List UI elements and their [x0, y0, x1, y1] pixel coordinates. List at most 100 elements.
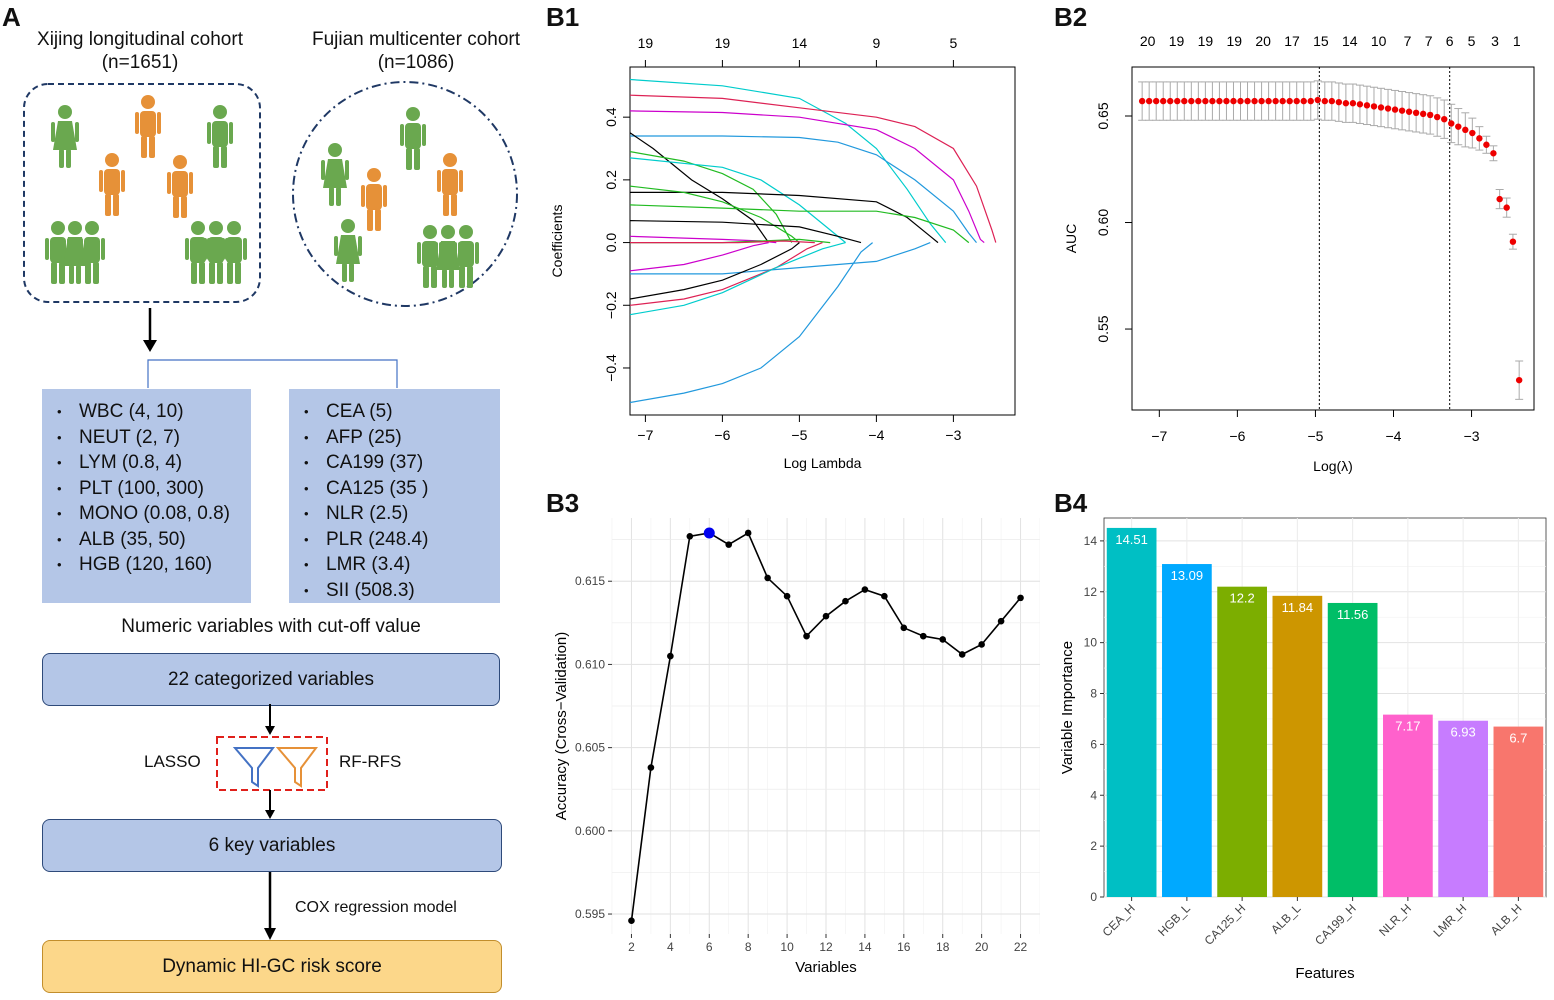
importance-bar — [1217, 586, 1267, 897]
coefficient-path — [629, 242, 769, 272]
auc-point — [1377, 104, 1385, 111]
plot-frame — [1131, 66, 1535, 411]
top-tick-label: 7 — [1425, 33, 1433, 49]
accuracy-point — [919, 632, 927, 640]
coefficient-path — [630, 135, 977, 243]
accuracy-point — [822, 612, 830, 620]
x-tick-label: 6 — [706, 940, 713, 954]
importance-bar — [1106, 527, 1157, 897]
importance-bar — [1272, 595, 1323, 897]
x-tick-label: −6 — [1229, 428, 1245, 444]
top-tick-label: 5 — [1468, 33, 1476, 49]
top-tick-label: 7 — [1404, 33, 1412, 49]
top-tick-label: 19 — [638, 35, 654, 51]
auc-point — [1419, 110, 1427, 118]
coefficient-path — [629, 242, 846, 316]
auc-point — [1328, 97, 1336, 105]
y-tick-label: 0.605 — [575, 741, 605, 755]
auc-point — [1202, 97, 1209, 105]
y-tick-label: 10 — [1084, 636, 1098, 650]
auc-point — [1174, 97, 1181, 105]
coefficient-path — [629, 110, 985, 244]
filter-icon — [275, 747, 318, 788]
x-tick-label: 18 — [936, 940, 950, 954]
y-tick-label: 2 — [1090, 839, 1097, 853]
x-tick-label: −7 — [1151, 428, 1167, 444]
cohort-illustration — [23, 81, 518, 388]
panel-b4-label: B4 — [1054, 488, 1088, 518]
top-tick-label: 14 — [792, 35, 808, 51]
top-tick-label: 1 — [1513, 33, 1521, 49]
x-tick-label: CA125_H — [1202, 901, 1249, 948]
left-var-item: NEUT (2, 7) — [42, 425, 251, 451]
x-tick-label: −6 — [714, 427, 730, 443]
bar-value-label: 13.09 — [1171, 568, 1204, 583]
x-tick-label: NLR_H — [1376, 901, 1414, 939]
top-tick-label: 3 — [1491, 33, 1499, 49]
y-axis-label: Accuracy (Cross−Validation) — [553, 632, 570, 821]
key-variables-box: 6 key variables — [42, 819, 502, 872]
accuracy-point — [939, 636, 947, 643]
y-tick-label: 0.0 — [603, 233, 619, 253]
auc-point — [1286, 97, 1293, 105]
auc-point — [1426, 111, 1434, 119]
left-var-item: HGB (120, 160) — [42, 552, 251, 578]
bar-value-label: 6.93 — [1450, 725, 1475, 740]
plot-frame — [629, 66, 1016, 416]
panel-b3-label: B3 — [546, 488, 580, 518]
accuracy-point — [958, 651, 966, 658]
auc-point — [1363, 102, 1371, 109]
auc-point — [1167, 97, 1174, 105]
best-point — [703, 527, 715, 539]
coefficient-path — [629, 242, 823, 306]
right-var-item: CA125 (35 ) — [289, 476, 500, 502]
accuracy-point — [842, 597, 849, 605]
x-tick-label: 20 — [975, 940, 989, 954]
auc-point — [1356, 101, 1364, 108]
top-tick-label: 9 — [873, 35, 881, 51]
y-axis-label: AUC — [1063, 224, 1079, 254]
coefficient-path — [629, 157, 846, 244]
panel-b2-label: B2 — [1054, 2, 1088, 32]
auc-point — [1152, 97, 1160, 105]
cutoff-caption: Numeric variables with cut-off value — [121, 616, 421, 637]
y-tick-label: 0.600 — [575, 824, 605, 838]
left-var-item: ALB (35, 50) — [42, 527, 251, 553]
auc-point — [1509, 238, 1517, 245]
filter-icon — [232, 747, 275, 788]
top-tick-label: 19 — [715, 35, 731, 51]
left-var-item: LYM (0.8, 4) — [42, 450, 251, 476]
bar-value-label: 12.2 — [1229, 591, 1254, 606]
auc-point — [1384, 105, 1392, 112]
importance-bar — [1493, 726, 1544, 897]
coefficient-path — [630, 191, 939, 244]
cohort2-name: Fujian multicenter cohort — [311, 29, 521, 50]
left-variable-box: WBC (4, 10) NEUT (2, 7) LYM (0.8, 4) PLT… — [42, 389, 251, 603]
x-tick-label: 4 — [667, 940, 674, 954]
accuracy-point — [861, 586, 869, 593]
y-tick-label: 0.595 — [575, 907, 605, 921]
auc-point — [1145, 97, 1153, 105]
left-var-item: MONO (0.08, 0.8) — [42, 501, 251, 527]
right-var-item: AFP (25) — [289, 425, 500, 451]
right-var-item: NLR (2.5) — [289, 501, 500, 527]
right-var-item: PLR (248.4) — [289, 527, 500, 553]
auc-point — [1223, 97, 1230, 105]
y-tick-label: 0.615 — [575, 574, 605, 588]
right-var-item: CEA (5) — [289, 399, 500, 425]
coefficient-path — [629, 151, 793, 243]
coefficient-path — [629, 220, 862, 244]
bar-value-label: 14.51 — [1115, 532, 1148, 547]
auc-point — [1370, 103, 1378, 110]
auc-point — [1314, 96, 1321, 104]
top-tick-label: 10 — [1371, 33, 1387, 49]
y-tick-label: 0.60 — [1095, 209, 1111, 236]
cohort1-name: Xijing longitudinal cohort — [37, 29, 243, 50]
cohort1-frame — [23, 83, 261, 303]
auc-point — [1138, 97, 1146, 105]
y-tick-label: −0.2 — [603, 291, 619, 319]
right-var-item: LMR (3.4) — [289, 552, 500, 578]
bar-value-label: 11.56 — [1337, 607, 1369, 622]
left-var-item: PLT (100, 300) — [42, 476, 251, 502]
cohort2-frame — [292, 81, 518, 307]
